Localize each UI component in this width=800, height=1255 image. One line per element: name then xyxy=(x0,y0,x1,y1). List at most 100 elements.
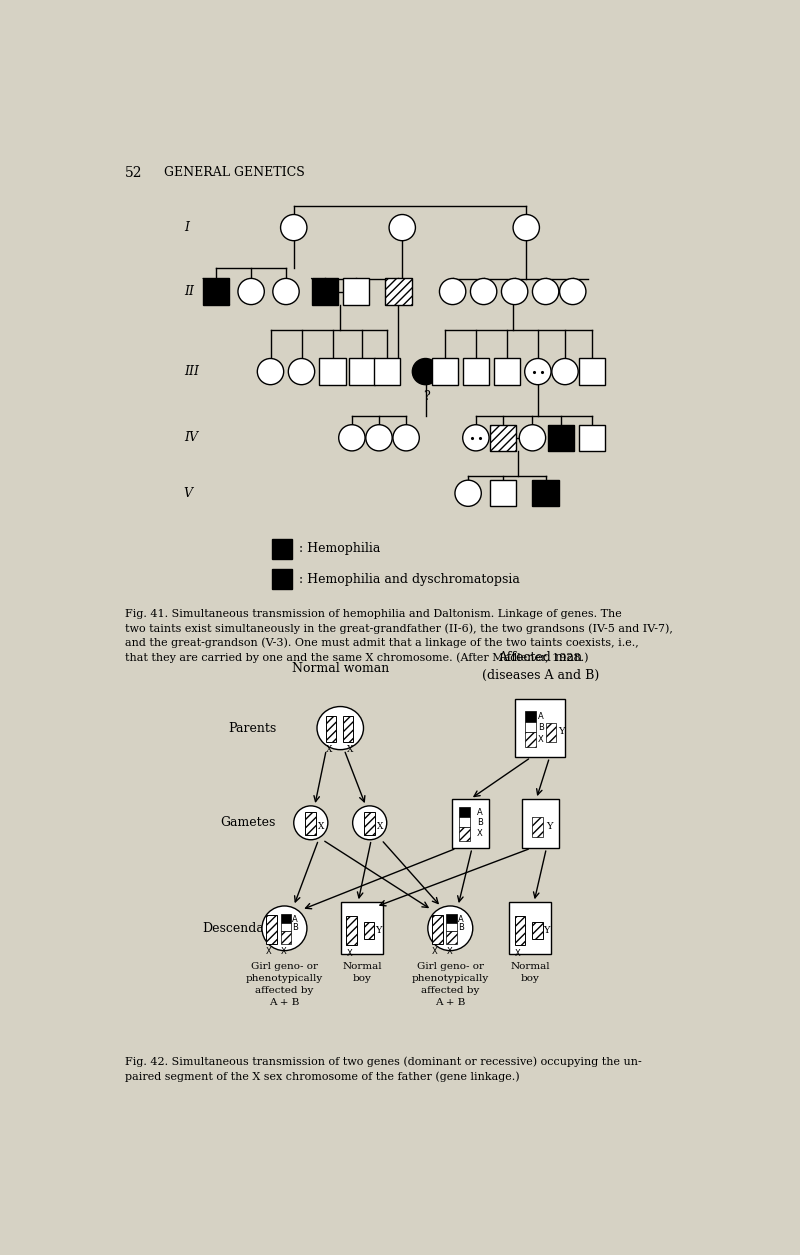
Text: : Hemophilia: : Hemophilia xyxy=(299,542,381,555)
Text: Normal
boy: Normal boy xyxy=(510,963,550,983)
Text: X: X xyxy=(477,830,482,838)
Text: Normal woman: Normal woman xyxy=(292,663,389,675)
Circle shape xyxy=(412,359,438,385)
Text: I: I xyxy=(184,221,189,235)
Bar xyxy=(346,916,358,945)
Circle shape xyxy=(281,215,307,241)
Text: Y: Y xyxy=(546,822,552,831)
Bar xyxy=(526,732,536,747)
Bar xyxy=(522,799,558,848)
Bar xyxy=(452,799,489,848)
Text: Normal
boy: Normal boy xyxy=(342,963,382,983)
Text: A: A xyxy=(538,712,544,722)
Circle shape xyxy=(513,215,539,241)
Text: B: B xyxy=(477,817,482,827)
Text: X: X xyxy=(318,822,324,831)
Text: Girl geno- or
phenotypically
affected by
A + B: Girl geno- or phenotypically affected by… xyxy=(412,963,489,1007)
Bar xyxy=(532,922,542,939)
Ellipse shape xyxy=(294,806,328,840)
Circle shape xyxy=(559,279,586,305)
Text: GENERAL GENETICS: GENERAL GENETICS xyxy=(163,166,304,179)
Bar xyxy=(272,570,292,590)
Bar xyxy=(386,279,411,305)
Bar xyxy=(432,359,458,385)
Bar xyxy=(494,359,520,385)
Bar xyxy=(579,359,606,385)
Bar xyxy=(515,699,565,757)
Text: ?: ? xyxy=(423,390,430,403)
Text: B: B xyxy=(458,922,464,932)
Text: Y: Y xyxy=(543,926,550,935)
Ellipse shape xyxy=(428,906,473,950)
Bar xyxy=(374,359,400,385)
Bar xyxy=(514,916,526,945)
Circle shape xyxy=(462,424,489,451)
Bar xyxy=(386,279,411,305)
Bar xyxy=(446,931,458,944)
Text: IV: IV xyxy=(184,432,198,444)
Circle shape xyxy=(519,424,546,451)
Text: III: III xyxy=(184,365,198,378)
Text: : Hemophilia and dyschromatopsia: : Hemophilia and dyschromatopsia xyxy=(299,574,520,586)
Text: X: X xyxy=(432,946,438,956)
Bar xyxy=(579,424,606,451)
Bar xyxy=(349,359,375,385)
Bar xyxy=(203,279,230,305)
Bar xyxy=(306,812,316,835)
Text: X: X xyxy=(266,946,271,956)
Text: X: X xyxy=(446,946,452,956)
Text: B: B xyxy=(538,723,544,732)
Bar xyxy=(533,481,559,506)
Bar xyxy=(363,922,374,939)
Circle shape xyxy=(238,279,264,305)
Bar xyxy=(546,723,557,742)
Text: V: V xyxy=(184,487,193,499)
Circle shape xyxy=(552,359,578,385)
Text: Girl geno- or
phenotypically
affected by
A + B: Girl geno- or phenotypically affected by… xyxy=(246,963,323,1007)
Text: X: X xyxy=(514,949,520,958)
Circle shape xyxy=(288,359,314,385)
Bar xyxy=(509,902,551,955)
Text: X: X xyxy=(377,822,383,831)
Ellipse shape xyxy=(262,906,307,950)
Circle shape xyxy=(366,424,392,451)
Text: Y: Y xyxy=(558,728,565,737)
Bar xyxy=(490,424,516,451)
Text: II: II xyxy=(184,285,194,297)
Bar xyxy=(326,715,336,742)
Bar xyxy=(490,481,516,506)
Bar xyxy=(533,817,543,837)
Bar xyxy=(462,359,489,385)
Text: X: X xyxy=(346,949,352,958)
Bar xyxy=(459,807,470,817)
Bar xyxy=(272,538,292,558)
Bar xyxy=(533,481,559,506)
Bar xyxy=(548,424,574,451)
Bar xyxy=(526,722,536,732)
Bar xyxy=(526,712,536,722)
Text: Y: Y xyxy=(375,926,382,935)
Text: (diseases A and B): (diseases A and B) xyxy=(482,669,599,681)
Circle shape xyxy=(258,359,284,385)
Text: 52: 52 xyxy=(125,166,142,179)
Text: X: X xyxy=(326,745,332,754)
Circle shape xyxy=(533,279,558,305)
Text: B: B xyxy=(292,922,298,932)
Bar xyxy=(342,715,354,742)
Bar xyxy=(341,902,383,955)
Bar xyxy=(446,915,458,922)
Text: Affected man: Affected man xyxy=(498,651,582,664)
Circle shape xyxy=(393,424,419,451)
Text: Gametes: Gametes xyxy=(220,816,275,830)
Text: X: X xyxy=(347,745,354,754)
Circle shape xyxy=(525,359,551,385)
Bar xyxy=(446,922,458,931)
Text: X: X xyxy=(281,946,286,956)
Bar xyxy=(272,570,292,590)
Text: Fig. 41. Simultaneous transmission of hemophilia and Daltonism. Linkage of genes: Fig. 41. Simultaneous transmission of he… xyxy=(125,609,673,664)
Bar xyxy=(432,915,442,944)
Text: Parents: Parents xyxy=(228,722,276,734)
Bar xyxy=(364,812,375,835)
Circle shape xyxy=(389,215,415,241)
Circle shape xyxy=(338,424,365,451)
